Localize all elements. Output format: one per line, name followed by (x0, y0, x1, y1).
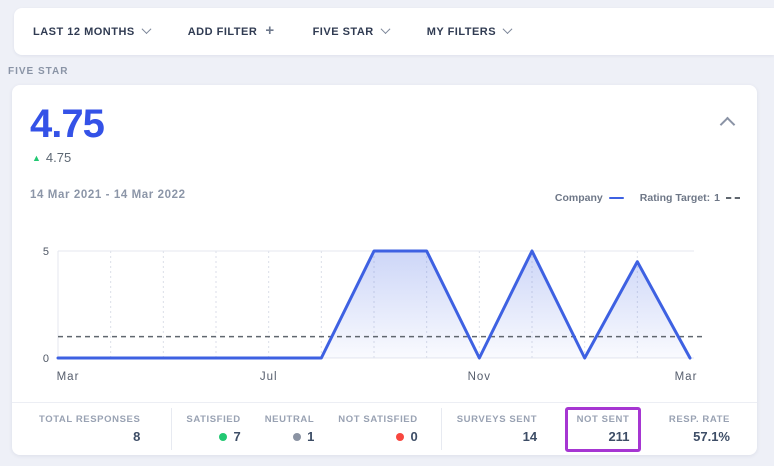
toolbar-button-label: LAST 12 MONTHS (33, 25, 135, 38)
date-range: 14 Mar 2021 - 14 Mar 2022 (30, 189, 186, 201)
section-label: FIVE STAR (8, 66, 69, 77)
score-delta-value: 4.75 (45, 150, 72, 165)
stat-label: TOTAL RESPONSES (39, 414, 141, 425)
stat-surveys-sent: SURVEYS SENT 14 (457, 414, 537, 444)
score-delta: ▲ 4.75 (32, 150, 71, 165)
stat-value: 8 (133, 429, 141, 444)
stat-total-responses: TOTAL RESPONSES 8 (39, 414, 140, 444)
stat-value-row: 7 (219, 429, 241, 444)
survey-stats-group: SURVEYS SENT 14 NOT SENT 211 RESP. RATE 57.1% (457, 406, 730, 452)
stat-label: SURVEYS SENT (456, 414, 538, 425)
chevron-down-icon (380, 23, 391, 34)
legend-target-label: Rating Target: (639, 192, 711, 204)
stat-label: RESP. RATE (668, 414, 730, 425)
vertical-divider (171, 408, 173, 450)
stat-not-sent: NOT SENT 211 (577, 414, 630, 444)
svg-text:Nov: Nov (468, 371, 491, 383)
status-dot-icon (219, 432, 228, 441)
trend-chart-canvas: 0 5 Mar Jul Nov Mar (43, 246, 702, 383)
svg-text:5: 5 (43, 246, 49, 258)
stat-value-row: 8 (133, 429, 140, 444)
stat-label: SATISFIED (186, 414, 241, 425)
stat-not-satisfied: NOT SATISFIED 0 (338, 414, 417, 444)
chevron-down-icon (502, 23, 513, 34)
stat-resp-rate: RESP. RATE 57.1% (669, 414, 730, 444)
stat-value-row: 0 (396, 429, 418, 444)
trend-up-icon: ▲ (32, 152, 41, 163)
toolbar-button-label: MY FILTERS (426, 25, 497, 38)
stat-value: 0 (410, 429, 418, 444)
stat-value: 14 (522, 429, 538, 444)
status-dot-icon (396, 432, 405, 441)
stat-value-row: 1 (293, 429, 314, 444)
toolbar-button-my-filters[interactable]: MY FILTERS (426, 23, 513, 38)
toolbar-button-label: ADD FILTER (187, 25, 258, 38)
svg-text:Mar: Mar (675, 371, 698, 383)
chevron-down-icon (141, 23, 152, 34)
stat-neutral: NEUTRAL 1 (265, 414, 315, 444)
toolbar-button-add-filter[interactable]: ADD FILTER + (187, 22, 275, 39)
collapse-chevron-up-icon[interactable] (719, 116, 736, 133)
solid-line-marker-icon (608, 197, 624, 199)
svg-text:Mar: Mar (57, 371, 80, 383)
vertical-divider (440, 408, 442, 450)
stat-value: 1 (307, 429, 315, 444)
stat-value: 57.1% (693, 429, 730, 444)
legend-target-value: 1 (714, 192, 720, 204)
plus-icon: + (265, 22, 275, 39)
stat-label: NOT SENT (576, 413, 630, 425)
legend-company-label: Company (554, 192, 603, 204)
highlight-box: NOT SENT 211 (564, 406, 642, 452)
stats-row: TOTAL RESPONSES 8 SATISFIED 7 NEUTRAL 1 NOT SA… (12, 402, 757, 455)
legend-rating-target: Rating Target: 1 (640, 192, 740, 204)
legend-company: Company (555, 192, 624, 204)
five-star-card: 4.75 ▲ 4.75 14 Mar 2021 - 14 Mar 2022 Co… (12, 85, 757, 455)
filter-toolbar: LAST 12 MONTHS ADD FILTER + FIVE STAR MY FIL… (14, 8, 774, 55)
stat-value-row: 57.1% (693, 429, 730, 444)
svg-text:0: 0 (43, 353, 49, 365)
stat-label: NEUTRAL (264, 414, 315, 425)
score-value: 4.75 (30, 102, 105, 146)
stat-value-row: 211 (608, 429, 629, 444)
stat-value-row: 14 (523, 429, 537, 444)
svg-text:Jul: Jul (260, 371, 278, 383)
stat-label: NOT SATISFIED (338, 414, 418, 425)
trend-chart: 0 5 Mar Jul Nov Mar (12, 240, 757, 390)
status-dot-icon (293, 432, 302, 441)
chart-legend: Company Rating Target: 1 (555, 192, 740, 204)
stat-value: 211 (608, 428, 630, 444)
toolbar-button-last-12-months[interactable]: LAST 12 MONTHS (33, 23, 152, 38)
toolbar-button-five-star[interactable]: FIVE STAR (312, 23, 391, 38)
satisfaction-stats-group: SATISFIED 7 NEUTRAL 1 NOT SATISFIED 0 (186, 414, 417, 444)
stat-value: 7 (233, 429, 241, 444)
stat-satisfied: SATISFIED 7 (186, 414, 240, 444)
toolbar-button-label: FIVE STAR (312, 25, 374, 38)
dashed-line-marker-icon (726, 197, 740, 199)
